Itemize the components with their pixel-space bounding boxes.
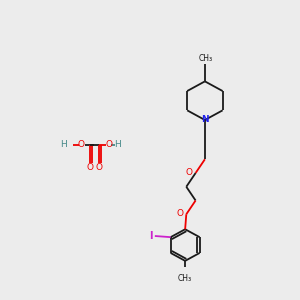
Text: O: O <box>105 140 112 149</box>
Text: H: H <box>60 140 67 149</box>
Text: O: O <box>77 140 84 149</box>
Text: O: O <box>95 163 102 172</box>
Text: CH₃: CH₃ <box>178 274 192 283</box>
Text: H: H <box>114 140 121 149</box>
Text: O: O <box>86 163 93 172</box>
Text: CH₃: CH₃ <box>198 55 212 64</box>
Text: I: I <box>149 231 152 241</box>
Text: O: O <box>186 168 193 177</box>
Text: N: N <box>201 116 209 124</box>
Text: O: O <box>176 209 183 218</box>
